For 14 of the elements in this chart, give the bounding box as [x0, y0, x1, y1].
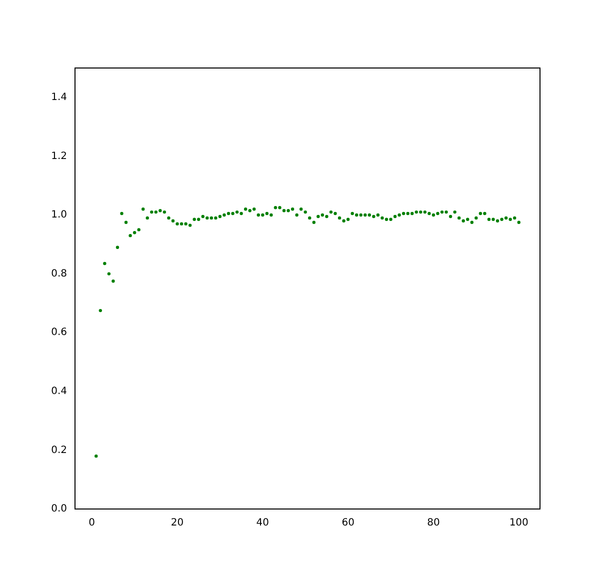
x-tick-label: 20 [170, 518, 184, 529]
y-tick-label: 1.2 [51, 150, 67, 162]
y-tick-label: 0.6 [51, 327, 67, 338]
x-tick-label: 100 [509, 518, 528, 529]
x-tick-label: 0 [88, 518, 96, 529]
y-tick-label: 1.4 [51, 92, 67, 103]
x-tick-label: 40 [256, 518, 270, 529]
y-tick-label: 0.2 [51, 444, 67, 456]
x-tick-label: 60 [342, 518, 354, 529]
y-tick-label: 0.0 [51, 504, 67, 515]
x-tick-label: 80 [427, 518, 440, 529]
y-tick-label: 1.0 [51, 210, 67, 221]
y-tick-label: 0.8 [51, 268, 67, 280]
y-tick-label: 0.4 [51, 386, 67, 397]
